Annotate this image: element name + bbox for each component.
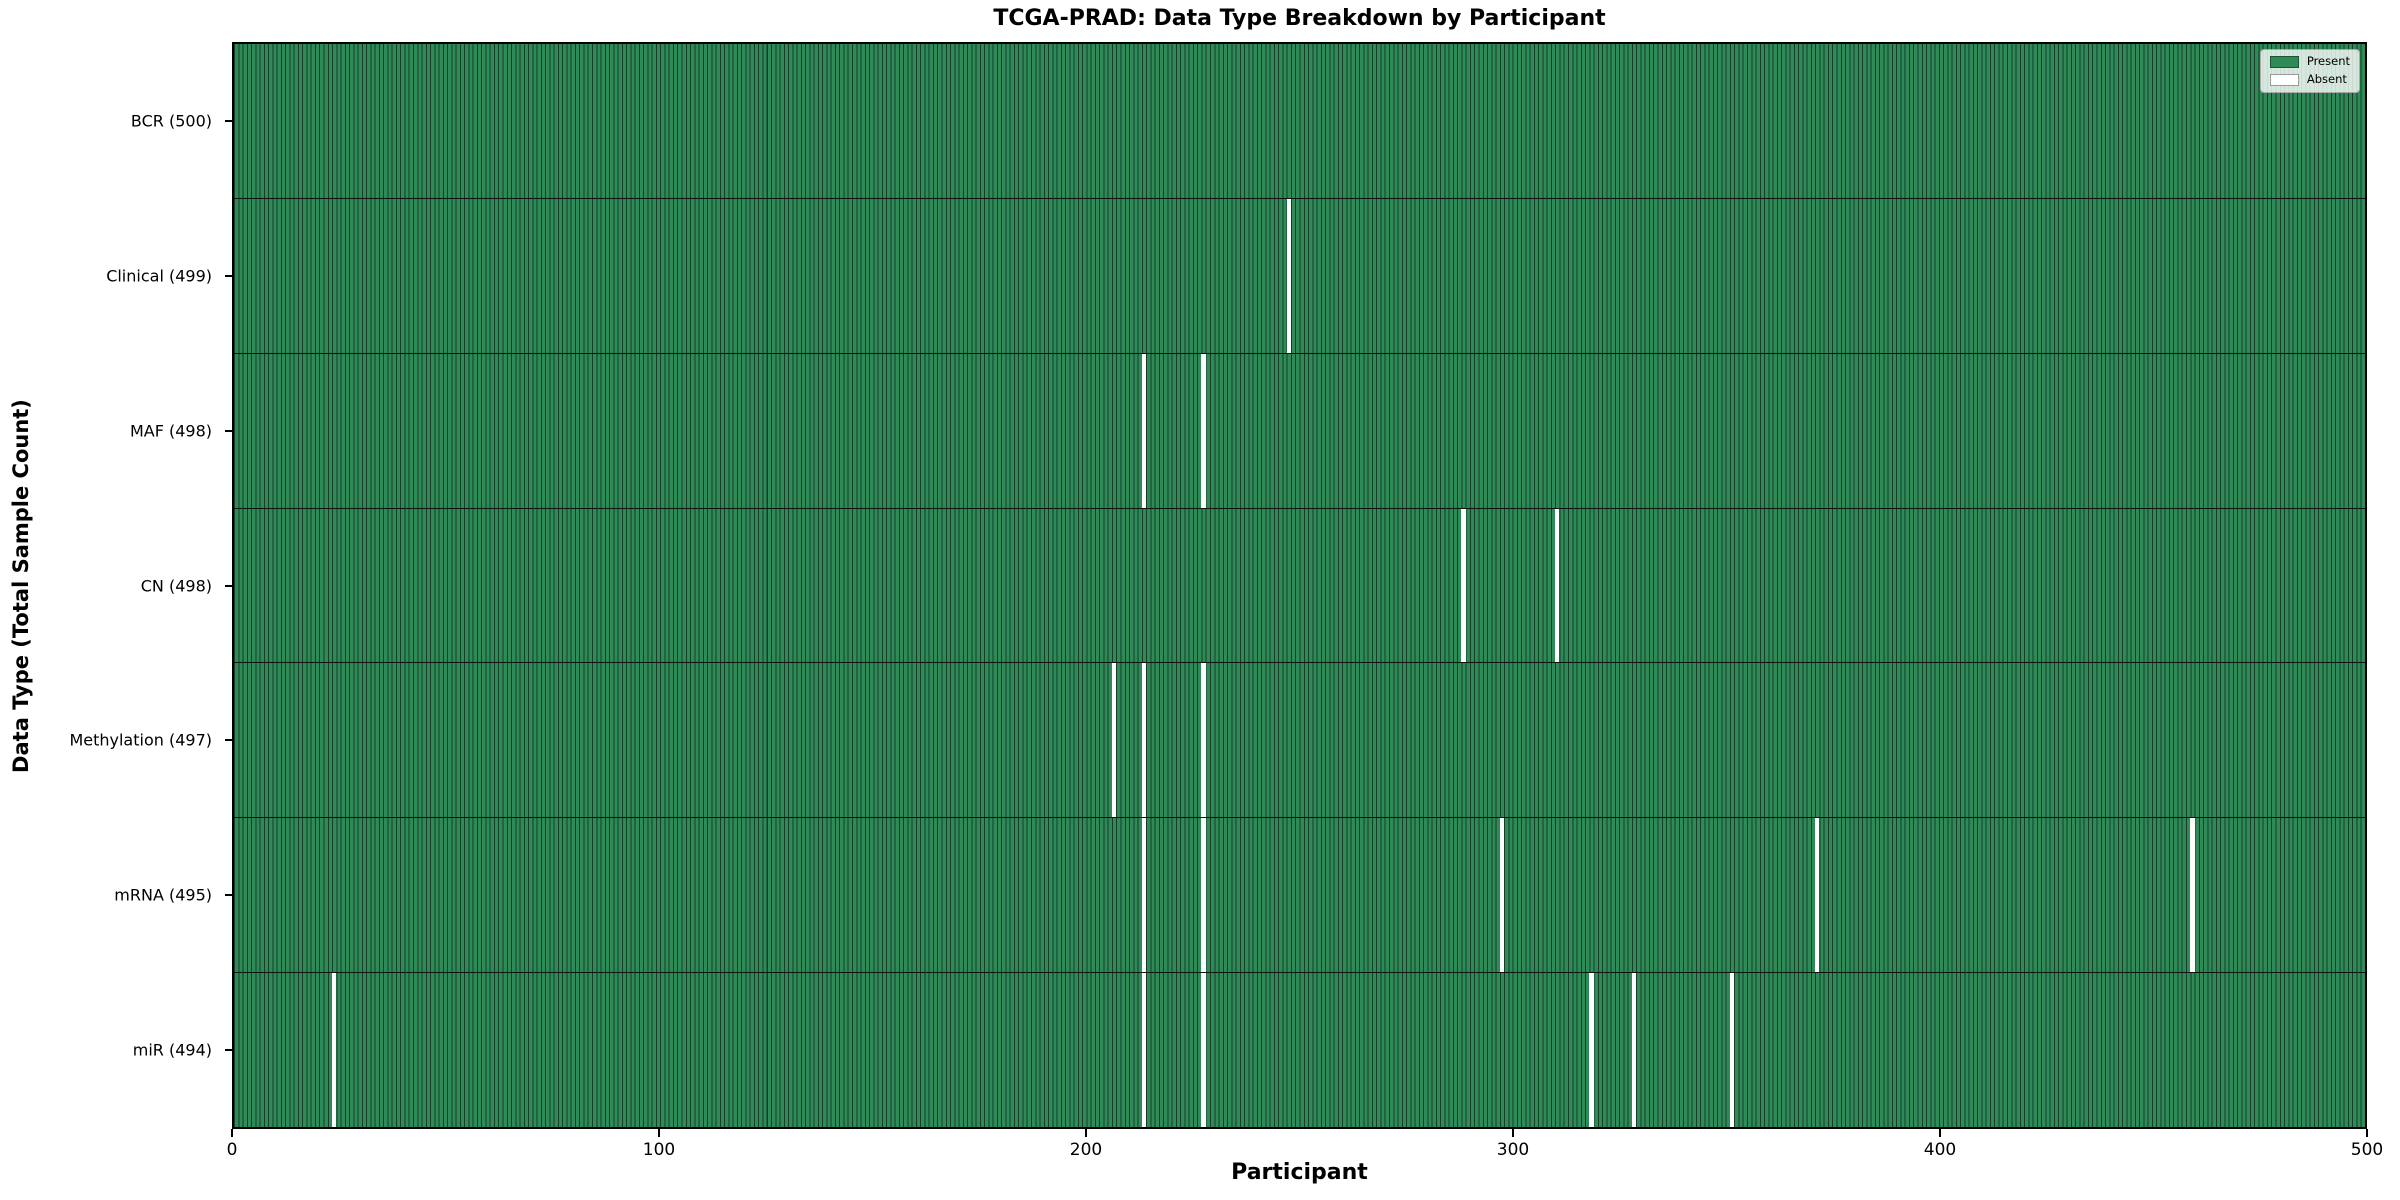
absent-gap-MAF-227 [1201, 353, 1206, 508]
absent-gap-miR-23 [332, 973, 337, 1128]
legend-label-absent: Absent [2306, 71, 2347, 86]
absent-gap-miR-328 [1631, 973, 1637, 1128]
x-tick-label-0: 0 [226, 1140, 238, 1160]
x-tick-label-200: 200 [1069, 1140, 1103, 1160]
y-tick-label-BCR: BCR (500) [130, 111, 212, 131]
legend-item-absent: Absent [2269, 71, 2350, 87]
legend-item-present: Present [2269, 54, 2350, 69]
legend-swatch-absent [2269, 73, 2299, 86]
y-tick-mark [225, 1048, 232, 1051]
y-tick-label-MAF: MAF (498) [129, 421, 212, 441]
x-tick-label-400: 400 [1923, 1140, 1957, 1160]
absent-gap-MAF-213 [1141, 353, 1147, 508]
absent-gap-miR-213 [1141, 973, 1147, 1128]
chart-title: TCGA-PRAD: Data Type Breakdown by Partic… [993, 6, 1606, 31]
absent-gap-CN-310 [1555, 508, 1560, 663]
y-tick-mark [225, 275, 232, 278]
y-tick-mark [225, 120, 232, 123]
rows [234, 44, 2365, 1128]
row-MAF [234, 352, 2365, 508]
x-tick-mark [1512, 1129, 1514, 1137]
absent-gap-miR-351 [1729, 973, 1735, 1128]
legend: Present Absent [2259, 49, 2360, 93]
x-axis-ticks: 0 100 200 300 400 500 [227, 1129, 2383, 1173]
absent-gap-mRNA-371 [1815, 818, 1820, 973]
y-tick-mark [225, 893, 232, 896]
y-tick-label-CN: CN (498) [140, 576, 212, 595]
y-tick-label-miR: miR (494) [132, 1040, 212, 1060]
absent-gap-miR-318 [1589, 973, 1594, 1128]
y-tick-label-Clinical: Clinical (499) [106, 266, 212, 286]
absent-gap-mRNA-213 [1141, 818, 1147, 973]
absent-gap-Methylation-213 [1141, 663, 1147, 818]
y-tick-mark [225, 739, 232, 742]
absent-gap-mRNA-297 [1499, 818, 1505, 973]
x-tick-mark [2366, 1129, 2368, 1137]
absent-gap-mRNA-459 [2190, 818, 2195, 973]
x-axis-label: Participant [1231, 1160, 1368, 1185]
absent-gap-miR-227 [1201, 973, 1206, 1128]
x-tick-mark [231, 1129, 233, 1137]
row-mRNA [234, 817, 2365, 973]
absent-gap-Clinical-247 [1286, 198, 1291, 353]
y-tick-label-mRNA: mRNA (495) [114, 885, 212, 905]
row-CN [234, 507, 2365, 663]
row-Clinical [234, 197, 2365, 353]
row-miR [234, 972, 2365, 1128]
x-tick-mark [1085, 1129, 1087, 1137]
absent-gap-mRNA-227 [1201, 818, 1206, 973]
x-tick-mark [1939, 1129, 1941, 1137]
plot-area: Present Absent [232, 42, 2367, 1129]
x-tick-mark [658, 1129, 660, 1137]
y-tick-label-Methylation: Methylation (497) [69, 730, 212, 750]
legend-swatch-present [2269, 55, 2299, 68]
absent-gap-Methylation-227 [1201, 663, 1206, 818]
x-tick-label-100: 100 [642, 1140, 676, 1160]
x-tick-label-500: 500 [2350, 1140, 2384, 1160]
legend-label-present: Present [2306, 54, 2350, 68]
row-BCR [234, 44, 2365, 198]
x-tick-label-300: 300 [1496, 1140, 1530, 1160]
y-tick-mark [225, 584, 232, 587]
absent-gap-Methylation-206 [1111, 663, 1117, 818]
y-tick-mark [225, 429, 232, 432]
absent-gap-CN-288 [1461, 508, 1466, 663]
y-tick-labels: BCR (500) Clinical (499) MAF (498) CN (498)… [0, 42, 224, 1129]
row-Methylation [234, 662, 2365, 818]
